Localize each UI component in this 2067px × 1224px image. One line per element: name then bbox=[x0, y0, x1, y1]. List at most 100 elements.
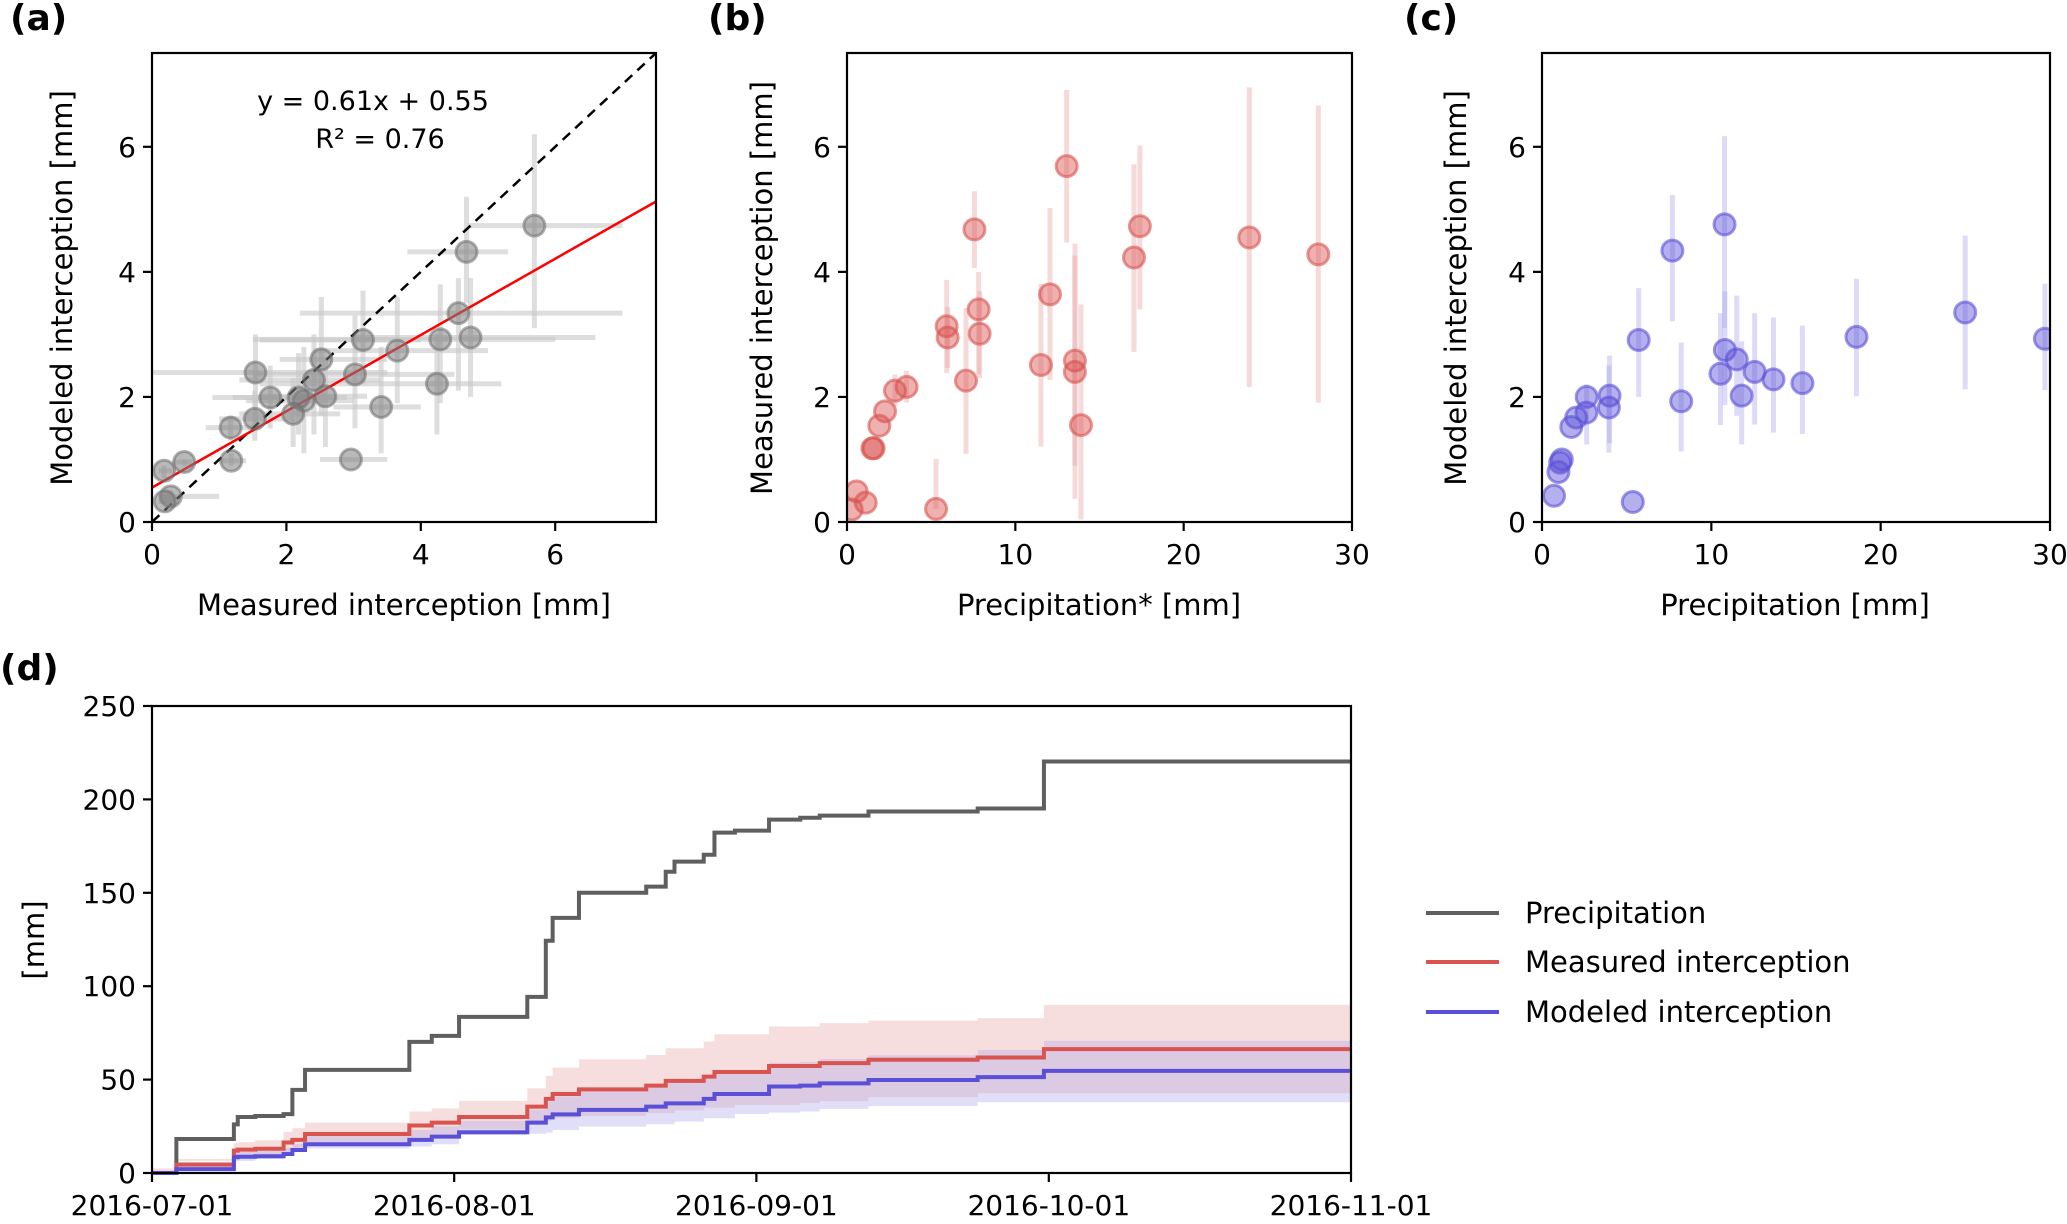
data-point bbox=[454, 239, 479, 264]
data-point bbox=[242, 406, 267, 431]
legend: Precipitation Measured interception Mode… bbox=[1426, 896, 1851, 1029]
panel-b-scatter: 0 10 20 30 0 2 4 6 bbox=[813, 51, 1370, 571]
measured-uncertainty-band bbox=[152, 1004, 1351, 1173]
data-point bbox=[2032, 326, 2050, 351]
data-point bbox=[1028, 353, 1053, 378]
y-tick-label: 2 bbox=[813, 381, 831, 414]
y-tick-label: 100 bbox=[83, 970, 136, 1003]
x-tick-label: 2016-09-01 bbox=[675, 1189, 838, 1222]
panel-label-d: (d) bbox=[0, 648, 59, 689]
data-point bbox=[351, 328, 376, 353]
y-tick-label: 150 bbox=[83, 877, 136, 910]
data-point bbox=[1712, 212, 1737, 237]
series-modeled-interception bbox=[152, 1068, 1351, 1175]
data-point bbox=[152, 458, 177, 483]
data-point bbox=[428, 327, 453, 352]
data-point bbox=[342, 362, 367, 387]
plot-area bbox=[1542, 136, 2050, 514]
y-tick-label: 250 bbox=[83, 690, 136, 723]
data-point bbox=[369, 394, 394, 419]
data-point bbox=[1306, 242, 1331, 267]
x-tick-label: 20 bbox=[1863, 538, 1899, 571]
x-tick-label: 2016-10-01 bbox=[967, 1189, 1130, 1222]
x-tick-label: 2016-07-01 bbox=[71, 1189, 234, 1222]
data-point bbox=[853, 490, 878, 515]
x-tick-label: 30 bbox=[1334, 538, 1370, 571]
series-precipitation bbox=[152, 759, 1351, 1175]
plot-frame bbox=[150, 51, 658, 524]
panel-c-xlabel: Precipitation [mm] bbox=[1660, 588, 1930, 622]
panel-c-ylabel: Modeled interception [mm] bbox=[1439, 90, 1473, 486]
data-point bbox=[243, 360, 268, 385]
y-tick-label: 2 bbox=[118, 381, 136, 414]
x-tick-label: 2016-11-01 bbox=[1270, 1189, 1433, 1222]
data-point bbox=[1660, 238, 1685, 263]
data-point bbox=[172, 449, 197, 474]
data-point bbox=[867, 413, 892, 438]
identity-line bbox=[152, 53, 656, 522]
data-point bbox=[962, 217, 987, 242]
plot-frame bbox=[845, 51, 1354, 524]
y-tick-label: 4 bbox=[118, 256, 136, 289]
panel-d-ylabel: [mm] bbox=[17, 900, 51, 979]
x-tick-label: 10 bbox=[1694, 538, 1730, 571]
legend-label-precipitation: Precipitation bbox=[1525, 896, 1706, 930]
x-tick-label: 30 bbox=[2032, 538, 2067, 571]
data-point bbox=[309, 347, 334, 372]
data-point bbox=[1237, 225, 1262, 250]
panel-a-scatter: 0 2 4 6 0 2 4 6 bbox=[118, 51, 658, 571]
x-tick-label: 0 bbox=[838, 538, 856, 571]
data-point bbox=[1626, 328, 1651, 353]
y-tick-label: 0 bbox=[1508, 506, 1526, 539]
plot-area bbox=[847, 87, 1331, 522]
data-point bbox=[1127, 214, 1152, 239]
panel-d-timeseries: 2016-07-01 2016-08-01 2016-09-01 2016-10-01… bbox=[71, 690, 1433, 1222]
data-point bbox=[218, 415, 243, 440]
data-point bbox=[458, 325, 483, 350]
y-tick-label: 4 bbox=[1508, 256, 1526, 289]
y-tick-label: 50 bbox=[100, 1064, 136, 1097]
panel-label-c: (c) bbox=[1404, 0, 1458, 39]
data-point bbox=[967, 321, 992, 346]
data-point bbox=[1062, 359, 1087, 384]
x-tick-label: 4 bbox=[412, 538, 430, 571]
data-point bbox=[1038, 282, 1063, 307]
data-point bbox=[1844, 324, 1869, 349]
x-tick-label: 0 bbox=[143, 538, 161, 571]
data-point bbox=[1054, 154, 1079, 179]
data-point bbox=[1708, 361, 1733, 386]
data-point bbox=[1122, 245, 1147, 270]
y-tick-label: 0 bbox=[118, 1157, 136, 1190]
y-tick-label: 0 bbox=[813, 506, 831, 539]
data-point bbox=[1790, 371, 1815, 396]
modeled-uncertainty-band bbox=[152, 1040, 1351, 1173]
x-tick-label: 0 bbox=[1533, 538, 1551, 571]
y-tick-label: 6 bbox=[118, 131, 136, 164]
data-point bbox=[1620, 489, 1645, 514]
panel-b-ylabel: Measured interception [mm] bbox=[745, 81, 779, 495]
data-point bbox=[152, 489, 177, 514]
panel-b-xlabel: Precipitation* [mm] bbox=[957, 588, 1241, 622]
data-point bbox=[966, 297, 991, 322]
data-point bbox=[882, 378, 907, 403]
data-point bbox=[847, 497, 864, 522]
data-point bbox=[1559, 414, 1584, 439]
data-point bbox=[424, 371, 449, 396]
data-point bbox=[446, 301, 471, 326]
data-point bbox=[935, 325, 960, 350]
panel-a-ylabel: Modeled interception [mm] bbox=[45, 90, 79, 486]
panel-label-a: (a) bbox=[10, 0, 67, 39]
series-measured-interception bbox=[152, 1047, 1351, 1175]
panel-label-b: (b) bbox=[708, 0, 767, 39]
panel-a-xlabel: Measured interception [mm] bbox=[197, 588, 611, 622]
y-tick-label: 200 bbox=[83, 783, 136, 816]
data-point bbox=[1953, 300, 1978, 325]
y-tick-label: 0 bbox=[118, 506, 136, 539]
data-point bbox=[924, 496, 949, 521]
data-point bbox=[338, 447, 363, 472]
y-tick-label: 6 bbox=[813, 131, 831, 164]
data-point bbox=[1669, 389, 1694, 414]
panel-c-scatter: 0 10 20 30 0 2 4 6 bbox=[1508, 51, 2067, 571]
x-tick-label: 20 bbox=[1166, 538, 1202, 571]
y-tick-label: 2 bbox=[1508, 381, 1526, 414]
